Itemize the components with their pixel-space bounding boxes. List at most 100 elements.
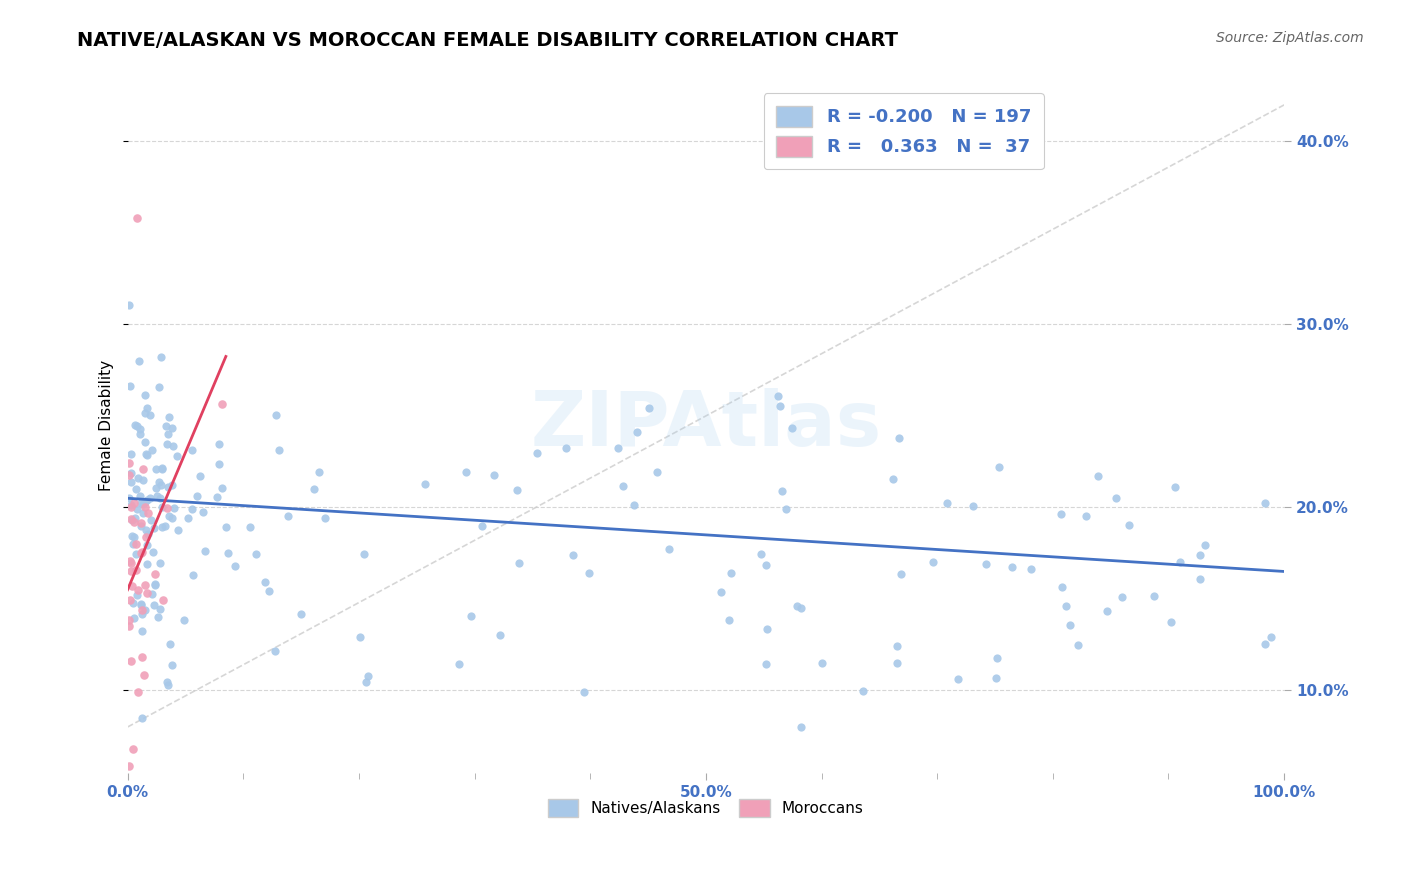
Point	[349, 630, 371, 644]
Point	[150, 351, 173, 365]
Point	[962, 500, 984, 514]
Point	[121, 579, 143, 593]
Point	[166, 450, 188, 464]
Point	[118, 619, 141, 633]
Text: NATIVE/ALASKAN VS MOROCCAN FEMALE DISABILITY CORRELATION CHART: NATIVE/ALASKAN VS MOROCCAN FEMALE DISABI…	[77, 31, 898, 50]
Point	[572, 685, 595, 699]
Point	[122, 496, 145, 510]
Point	[149, 602, 172, 616]
Point	[302, 482, 325, 496]
Point	[749, 547, 772, 561]
Point	[156, 480, 179, 494]
Point	[890, 567, 912, 582]
Point	[141, 513, 163, 527]
Point	[266, 408, 288, 422]
Point	[157, 410, 180, 425]
Point	[177, 510, 200, 524]
Point	[1111, 590, 1133, 604]
Point	[489, 628, 512, 642]
Point	[135, 448, 157, 462]
Point	[217, 546, 239, 560]
Point	[143, 566, 166, 581]
Point	[1050, 580, 1073, 594]
Point	[118, 554, 141, 568]
Point	[207, 491, 229, 505]
Point	[267, 443, 290, 458]
Point	[887, 431, 910, 445]
Point	[134, 667, 156, 681]
Point	[186, 489, 208, 503]
Point	[645, 465, 668, 479]
Point	[156, 500, 179, 515]
Point	[155, 437, 177, 451]
Point	[129, 496, 152, 510]
Point	[125, 482, 148, 496]
Point	[626, 425, 648, 440]
Point	[162, 439, 184, 453]
Point	[135, 530, 157, 544]
Point	[150, 462, 173, 476]
Point	[136, 493, 159, 508]
Point	[181, 568, 204, 582]
Point	[135, 537, 157, 551]
Point	[148, 380, 170, 394]
Point	[637, 401, 659, 415]
Point	[277, 508, 299, 523]
Point	[578, 566, 600, 581]
Point	[554, 442, 576, 456]
Point	[163, 500, 186, 515]
Point	[766, 389, 789, 403]
Point	[129, 518, 152, 533]
Point	[353, 547, 375, 561]
Point	[131, 462, 153, 476]
Point	[146, 610, 169, 624]
Point	[526, 446, 548, 460]
Point	[127, 582, 149, 597]
Point	[131, 607, 153, 621]
Point	[148, 475, 170, 490]
Point	[142, 598, 165, 612]
Point	[128, 354, 150, 368]
Point	[974, 558, 997, 572]
Point	[156, 674, 179, 689]
Point	[1118, 518, 1140, 533]
Point	[988, 459, 1011, 474]
Point	[415, 477, 437, 491]
Point	[134, 406, 156, 420]
Point	[157, 678, 180, 692]
Point	[790, 720, 813, 734]
Point	[152, 593, 174, 607]
Point	[159, 637, 181, 651]
Point	[936, 496, 959, 510]
Point	[1189, 549, 1212, 563]
Point	[120, 467, 142, 481]
Point	[1076, 508, 1098, 523]
Point	[143, 578, 166, 592]
Point	[135, 523, 157, 537]
Point	[1019, 562, 1042, 576]
Point	[607, 441, 630, 455]
Point	[121, 529, 143, 543]
Point	[1163, 480, 1185, 494]
Point	[754, 657, 776, 671]
Point	[160, 478, 183, 492]
Point	[120, 556, 142, 570]
Point	[124, 537, 146, 551]
Point	[132, 506, 155, 520]
Point	[263, 644, 285, 658]
Point	[118, 379, 141, 393]
Point	[139, 491, 162, 506]
Point	[454, 465, 477, 479]
Y-axis label: Female Disability: Female Disability	[100, 359, 114, 491]
Point	[755, 558, 778, 573]
Point	[155, 419, 177, 434]
Point	[173, 613, 195, 627]
Point	[1054, 599, 1077, 613]
Point	[134, 388, 156, 402]
Point	[780, 421, 803, 435]
Point	[142, 521, 165, 535]
Point	[124, 418, 146, 433]
Point	[127, 471, 149, 485]
Point	[194, 544, 217, 558]
Point	[146, 489, 169, 503]
